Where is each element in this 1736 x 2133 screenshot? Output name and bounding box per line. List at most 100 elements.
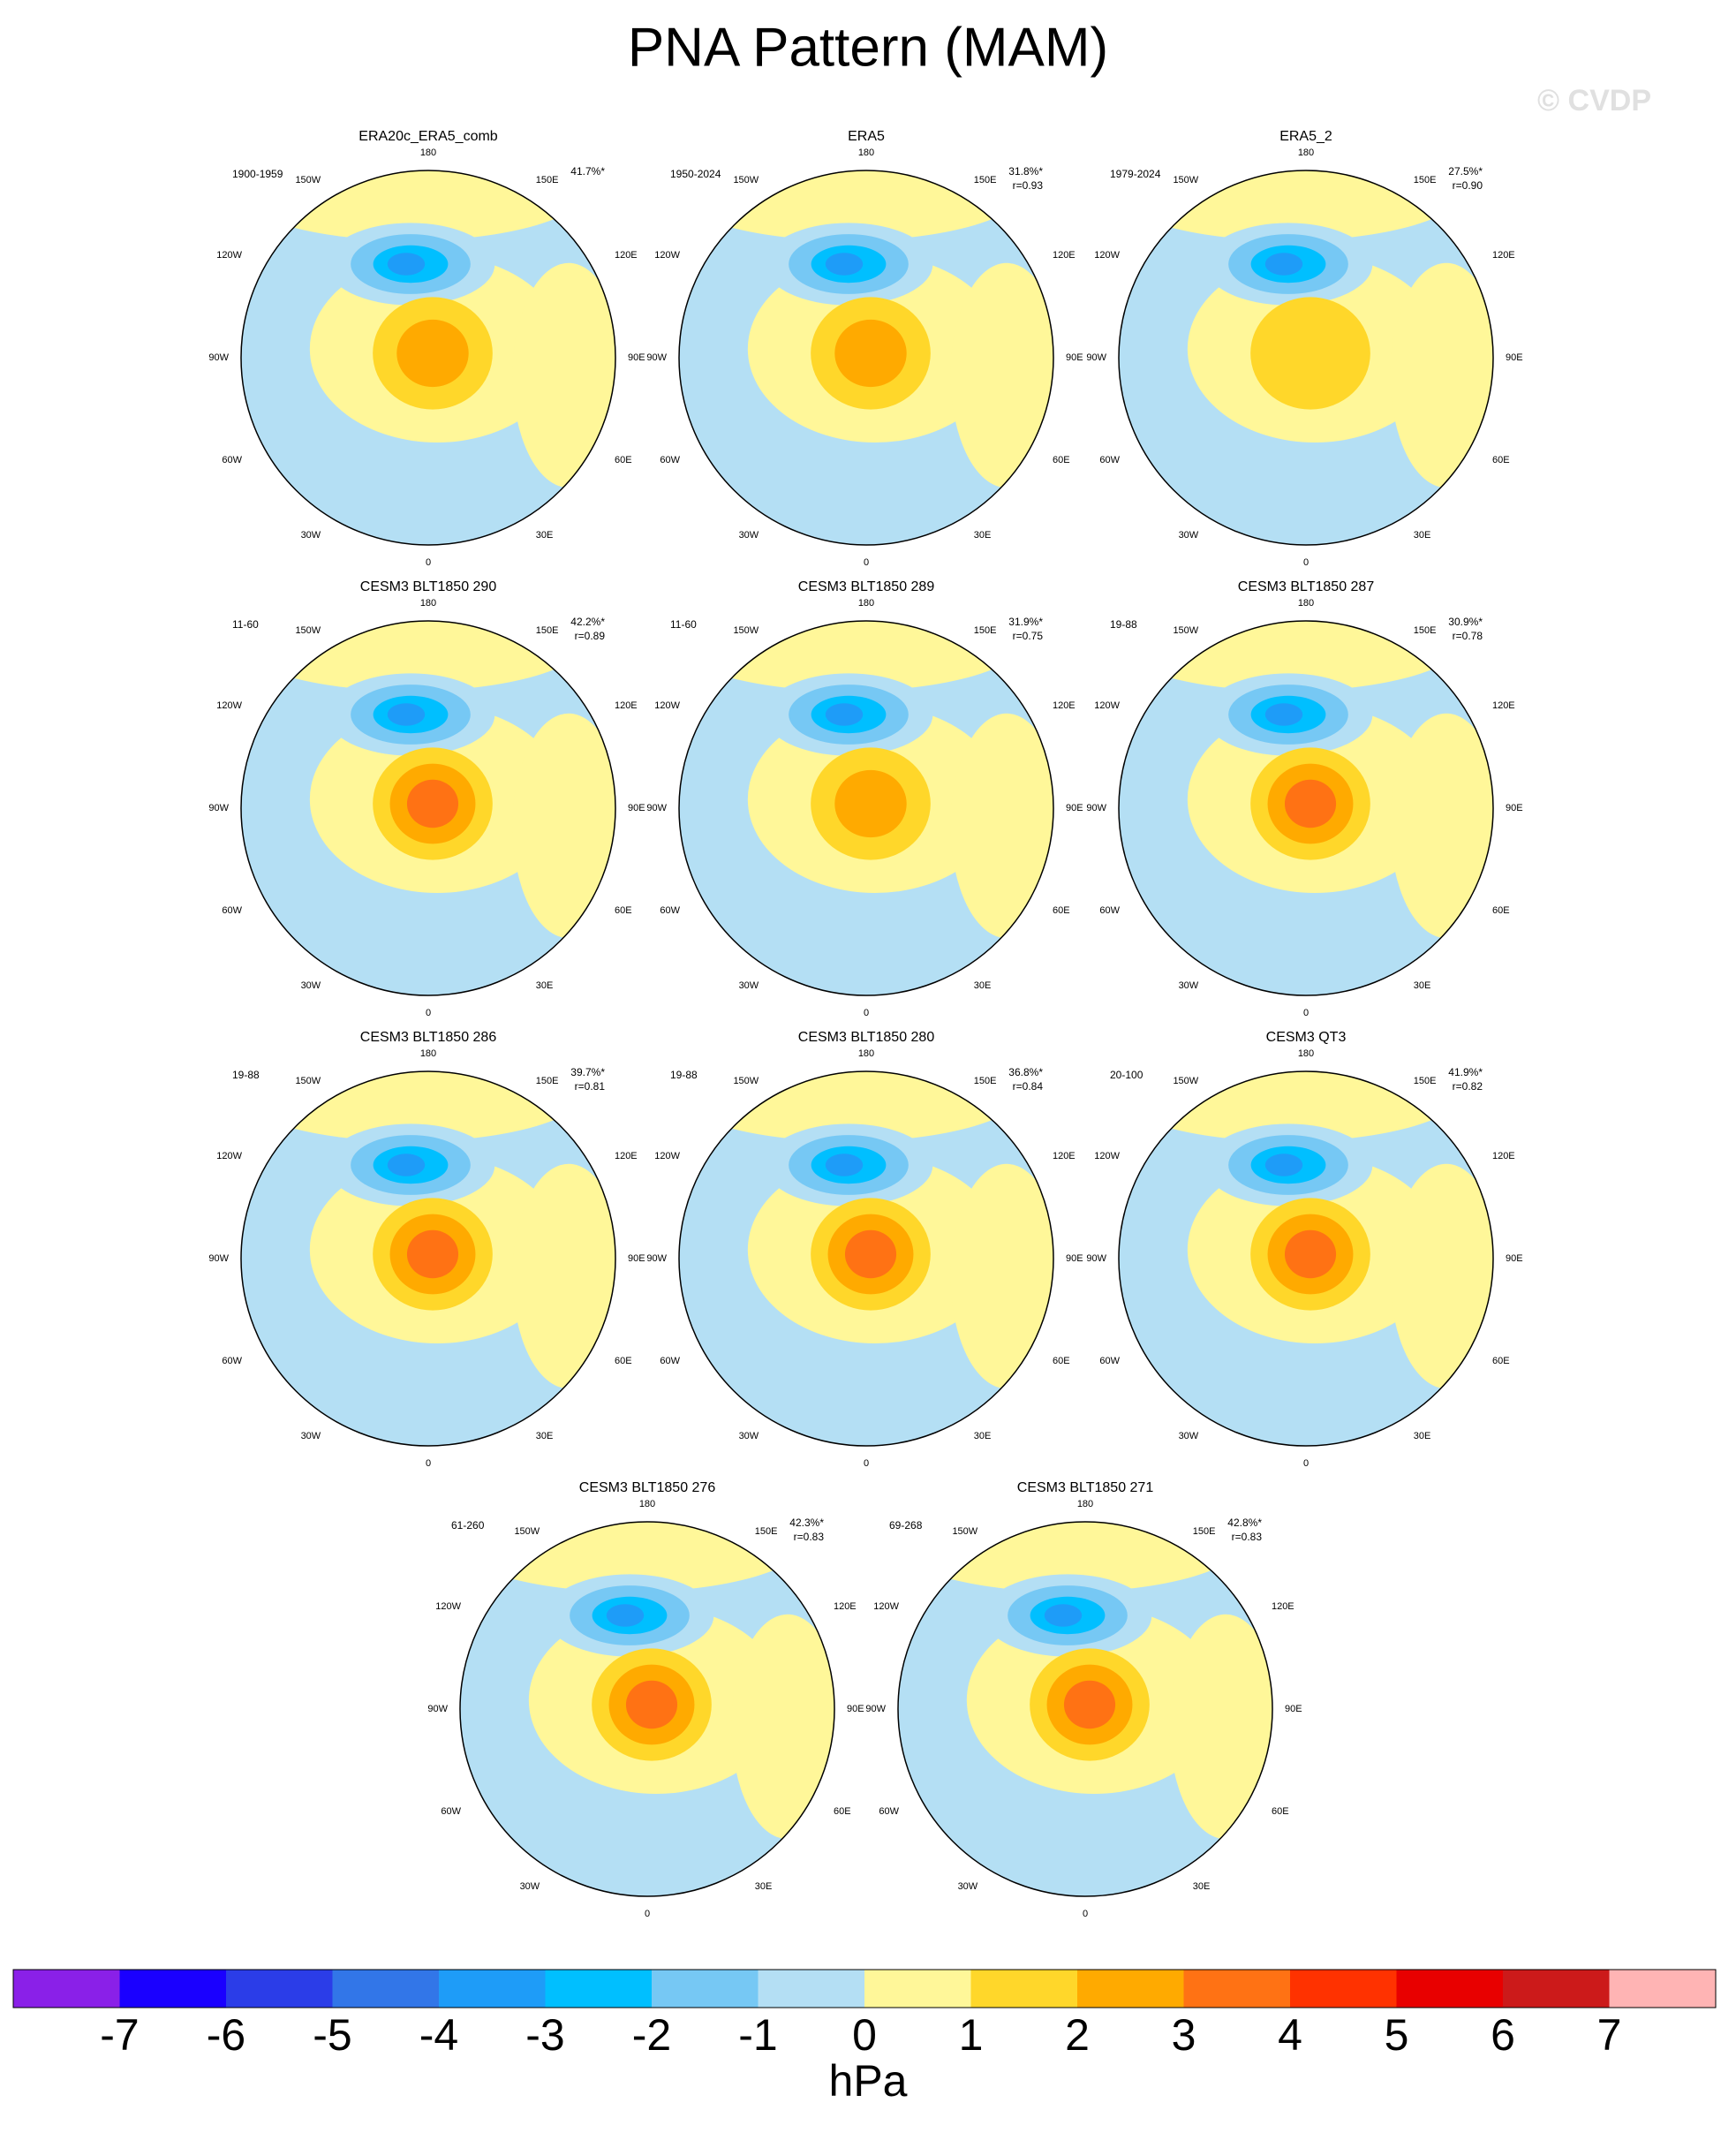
panel-variance: 27.5%* [1448, 165, 1483, 178]
longitude-label: 30W [1179, 530, 1199, 541]
panel-title: CESM3 BLT1850 289 [798, 579, 935, 594]
longitude-label: 90W [208, 803, 229, 813]
colorbar-tick-label: 7 [1597, 2010, 1622, 2060]
positive-core [625, 1680, 678, 1729]
longitude-label: 30W [739, 1431, 759, 1441]
panel-correlation: r=0.90 [1453, 179, 1483, 192]
longitude-label: 90E [628, 803, 645, 813]
longitude-label: 150E [536, 175, 559, 185]
longitude-label: 0 [864, 1458, 869, 1469]
map-border [678, 170, 1054, 546]
longitude-label: 60W [441, 1806, 461, 1817]
colorbar-tick-label: -1 [738, 2010, 777, 2060]
panel-correlation: r=0.81 [575, 1080, 606, 1093]
longitude-label: 90E [847, 1704, 864, 1714]
map-border [678, 620, 1054, 996]
map-border [1118, 620, 1494, 996]
positive-region [679, 621, 1027, 692]
negative-core [387, 1153, 426, 1176]
longitude-label: 30W [739, 980, 759, 991]
positive-region [679, 170, 1027, 241]
map-border [897, 1521, 1273, 1897]
longitude-label: 0 [426, 1008, 431, 1018]
longitude-label: 0 [1303, 1008, 1309, 1018]
longitude-label: 90E [1285, 1704, 1302, 1714]
longitude-label: 30W [301, 1431, 321, 1441]
positive-region [241, 621, 589, 692]
positive-region [460, 1522, 808, 1592]
longitude-label: 60W [222, 1356, 242, 1366]
panel-correlation: r=0.75 [1013, 630, 1044, 642]
negative-core [1264, 253, 1303, 276]
positive-region [731, 1614, 834, 1840]
negative-core [1264, 703, 1303, 726]
longitude-label: 180 [1298, 1048, 1314, 1059]
panel-title: CESM3 QT3 [1266, 1030, 1347, 1045]
longitude-label: 30E [755, 1881, 773, 1892]
longitude-label: 120W [435, 1601, 461, 1612]
longitude-label: 60E [1272, 1806, 1289, 1817]
longitude-label: 120E [1053, 250, 1076, 261]
longitude-label: 90W [208, 1253, 229, 1264]
longitude-label: 0 [1303, 1458, 1309, 1469]
longitude-label: 30W [520, 1881, 540, 1892]
figure-title: PNA Pattern (MAM) [628, 17, 1108, 78]
longitude-label: 60W [222, 455, 242, 465]
longitude-label: 60W [1099, 455, 1120, 465]
map-panel [1119, 1071, 1493, 1446]
colorbar-box [13, 1970, 120, 2008]
longitude-label: 120W [216, 700, 242, 711]
longitude-label: 150W [1173, 625, 1198, 636]
longitude-label: 120E [1492, 250, 1515, 261]
positive-region [679, 1071, 1027, 1142]
panel-variance: 31.8%* [1008, 165, 1043, 178]
panel-correlation: r=0.93 [1013, 179, 1044, 192]
longitude-label: 150E [536, 625, 559, 636]
colorbar-box [1077, 1970, 1184, 2008]
positive-region [950, 1163, 1053, 1389]
colorbar-tick-label: 5 [1385, 2010, 1409, 2060]
colorbar-tick-label: 4 [1278, 2010, 1302, 2060]
longitude-label: 60E [1492, 455, 1510, 465]
longitude-label: 90E [1506, 803, 1523, 813]
panel-title: CESM3 BLT1850 276 [579, 1480, 716, 1495]
longitude-label: 150E [536, 1076, 559, 1086]
longitude-label: 120W [654, 1151, 680, 1161]
negative-core [1044, 1604, 1083, 1627]
longitude-label: 90W [646, 803, 667, 813]
panel-correlation: r=0.84 [1013, 1080, 1044, 1093]
longitude-label: 150E [1414, 1076, 1437, 1086]
longitude-label: 0 [645, 1909, 650, 1919]
colorbar-tick-label: 1 [959, 2010, 984, 2060]
longitude-label: 120W [1094, 700, 1120, 711]
positive-region [950, 262, 1053, 488]
colorbar-box [652, 1970, 759, 2008]
longitude-label: 0 [864, 557, 869, 568]
longitude-label: 150W [733, 175, 759, 185]
colorbar-box [1290, 1970, 1397, 2008]
longitude-label: 90W [1086, 352, 1106, 363]
positive-region [950, 713, 1053, 939]
colorbar-frame [12, 1969, 1717, 2008]
colorbar-box [226, 1970, 333, 2008]
longitude-label: 90W [646, 1253, 667, 1264]
colorbar-box [758, 1970, 864, 2008]
panel-period: 20-100 [1110, 1069, 1143, 1081]
map-border [1118, 170, 1494, 546]
longitude-label: 30E [1414, 530, 1431, 541]
longitude-label: 90E [1066, 352, 1083, 363]
longitude-label: 120W [1094, 1151, 1120, 1161]
longitude-label: 180 [639, 1499, 655, 1509]
longitude-label: 150E [974, 1076, 997, 1086]
panel-period: 19-88 [1110, 618, 1137, 631]
longitude-label: 120W [654, 250, 680, 261]
longitude-label: 0 [426, 557, 431, 568]
panel-title: CESM3 BLT1850 290 [360, 579, 497, 594]
longitude-label: 0 [1303, 557, 1309, 568]
colorbar-tick-label: 0 [852, 2010, 877, 2060]
negative-core [387, 703, 426, 726]
map-panel [241, 1071, 615, 1446]
map-panel [460, 1522, 834, 1896]
map-border [240, 170, 616, 546]
panel-period: 69-268 [889, 1519, 923, 1532]
